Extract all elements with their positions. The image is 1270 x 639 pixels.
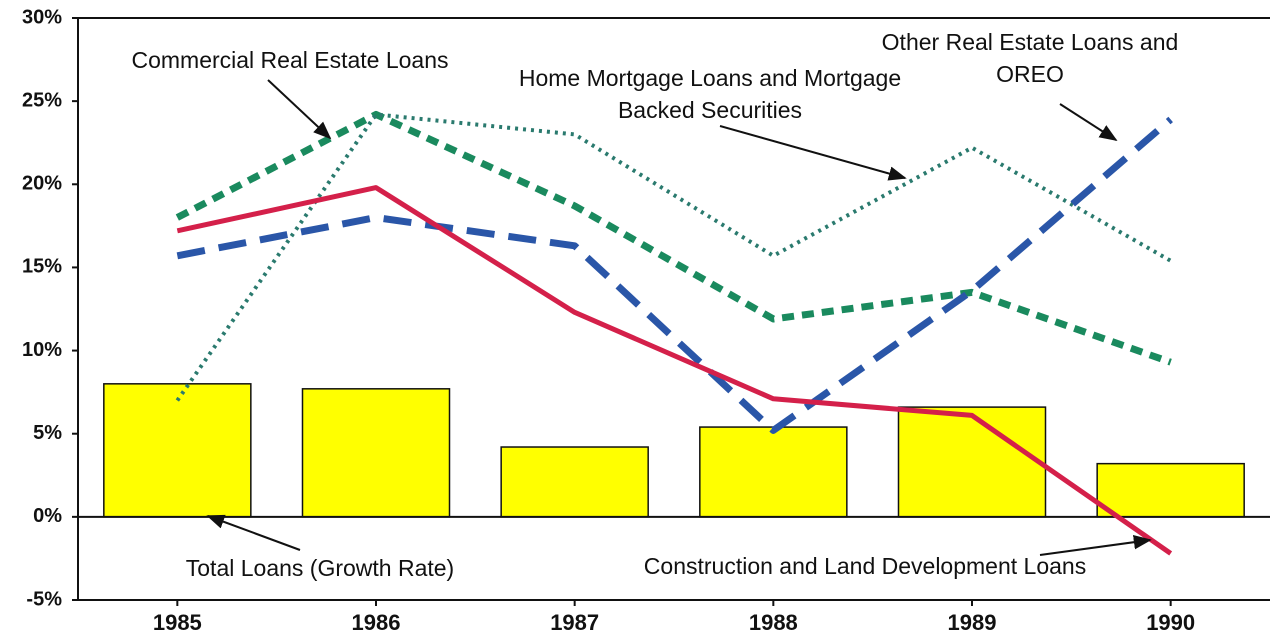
x-tick-label: 1985 xyxy=(153,610,202,635)
y-tick-label: 25% xyxy=(22,89,62,111)
y-tick-label: 30% xyxy=(22,6,62,28)
series-label: Home Mortgage Loans and Mortgage Backed … xyxy=(518,65,902,123)
x-tick-label: 1988 xyxy=(749,610,798,635)
y-tick-label: -5% xyxy=(26,588,62,610)
y-tick-label: 10% xyxy=(22,339,62,361)
bar xyxy=(699,426,848,518)
arrow xyxy=(1039,535,1152,556)
line-series xyxy=(175,110,1172,366)
y-tick-label: 20% xyxy=(22,173,62,195)
arrow xyxy=(267,79,332,140)
line-series xyxy=(176,116,1173,434)
x-tick-label: 1990 xyxy=(1146,610,1195,635)
y-tick-label: 0% xyxy=(33,505,62,527)
series-label: Commercial Real Estate Loans xyxy=(131,47,449,73)
bar xyxy=(103,383,252,518)
series-label: Other Real Estate Loans and OREO xyxy=(881,29,1179,87)
line-series xyxy=(175,112,1172,402)
series-label: Construction and Land Development Loans xyxy=(643,553,1087,579)
y-tick-label: 5% xyxy=(33,422,62,444)
arrow xyxy=(719,125,907,181)
x-tick-label: 1986 xyxy=(352,610,401,635)
arrow xyxy=(1059,103,1118,141)
bar xyxy=(897,406,1047,518)
x-tick-label: 1987 xyxy=(550,610,599,635)
x-tick-label: 1989 xyxy=(948,610,997,635)
bar xyxy=(500,446,649,518)
series-label: Total Loans (Growth Rate) xyxy=(185,555,455,581)
arrow xyxy=(206,514,301,551)
y-tick-label: 15% xyxy=(22,256,62,278)
bar xyxy=(301,388,451,518)
line-series xyxy=(176,185,1173,556)
bar xyxy=(1096,462,1245,518)
